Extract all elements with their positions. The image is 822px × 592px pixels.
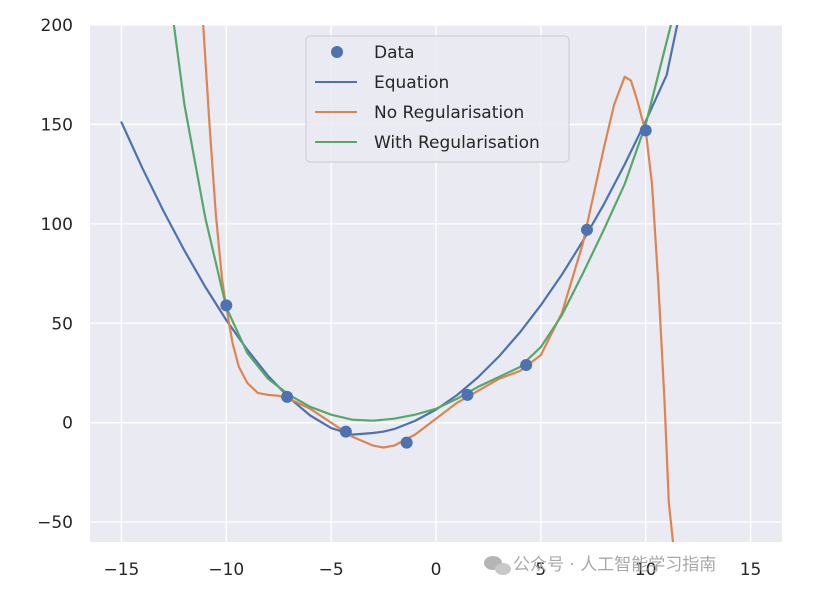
y-tick-label: 50	[51, 314, 73, 334]
legend-label-no-regularisation: No Regularisation	[374, 103, 524, 123]
x-tick-label: −5	[319, 560, 344, 580]
series-line-no-regularisation	[202, 25, 675, 542]
legend-label-with-regularisation: With Regularisation	[374, 133, 540, 153]
watermark: 公众号 · 人工智能学习指南	[484, 555, 716, 575]
data-point	[339, 425, 352, 438]
x-tick-label: −15	[104, 560, 140, 580]
wechat-icon	[484, 556, 511, 575]
legend: Data Equation No Regularisation With Reg…	[305, 35, 570, 163]
x-tick-label: 15	[740, 560, 762, 580]
series-line-with-regularisation	[172, 25, 672, 422]
legend-label-equation: Equation	[374, 73, 449, 93]
watermark-text: 公众号 · 人工智能学习指南	[513, 555, 716, 575]
y-tick-label: −50	[37, 513, 73, 533]
data-point	[220, 299, 233, 312]
x-tick-label: 0	[431, 560, 442, 580]
data-point	[520, 359, 533, 372]
data-point	[580, 223, 593, 236]
legend-marker-data	[331, 46, 343, 58]
data-points	[220, 124, 652, 449]
legend-label-data: Data	[374, 43, 415, 63]
y-tick-label: 150	[41, 115, 73, 135]
y-tick-label: 200	[41, 16, 73, 36]
x-tick-label: 10	[635, 560, 657, 580]
y-tick-label: 100	[41, 215, 73, 235]
x-tick-label: −10	[208, 560, 244, 580]
data-point	[639, 124, 652, 137]
data-point	[400, 436, 413, 449]
x-tick-labels: −15 −10 −5 0 5 10 15	[104, 560, 762, 580]
data-point	[281, 390, 294, 403]
legend-box	[305, 35, 570, 163]
y-tick-label: 0	[62, 414, 73, 434]
x-tick-label: 5	[535, 560, 546, 580]
data-point	[461, 388, 474, 401]
y-tick-labels: −50 0 50 100 150 200	[37, 16, 73, 533]
